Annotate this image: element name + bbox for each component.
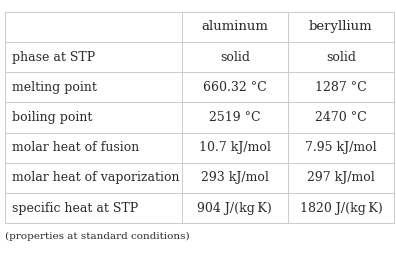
Text: 293 kJ/mol: 293 kJ/mol bbox=[201, 171, 269, 184]
Text: 10.7 kJ/mol: 10.7 kJ/mol bbox=[199, 141, 271, 154]
Text: solid: solid bbox=[220, 51, 250, 63]
Text: molar heat of vaporization: molar heat of vaporization bbox=[12, 171, 179, 184]
Text: aluminum: aluminum bbox=[202, 20, 268, 33]
Text: (properties at standard conditions): (properties at standard conditions) bbox=[5, 232, 189, 241]
Text: 7.95 kJ/mol: 7.95 kJ/mol bbox=[305, 141, 377, 154]
Text: 1287 °C: 1287 °C bbox=[315, 81, 367, 94]
Text: 2470 °C: 2470 °C bbox=[315, 111, 367, 124]
Text: solid: solid bbox=[326, 51, 356, 63]
Text: 904 J/(kg K): 904 J/(kg K) bbox=[198, 201, 272, 215]
Text: beryllium: beryllium bbox=[309, 20, 373, 33]
Text: 660.32 °C: 660.32 °C bbox=[203, 81, 267, 94]
Text: 297 kJ/mol: 297 kJ/mol bbox=[307, 171, 375, 184]
Text: specific heat at STP: specific heat at STP bbox=[12, 201, 138, 215]
Text: melting point: melting point bbox=[12, 81, 97, 94]
Text: 2519 °C: 2519 °C bbox=[209, 111, 261, 124]
Text: 1820 J/(kg K): 1820 J/(kg K) bbox=[299, 201, 382, 215]
Text: molar heat of fusion: molar heat of fusion bbox=[12, 141, 139, 154]
Text: boiling point: boiling point bbox=[12, 111, 92, 124]
Text: phase at STP: phase at STP bbox=[12, 51, 95, 63]
